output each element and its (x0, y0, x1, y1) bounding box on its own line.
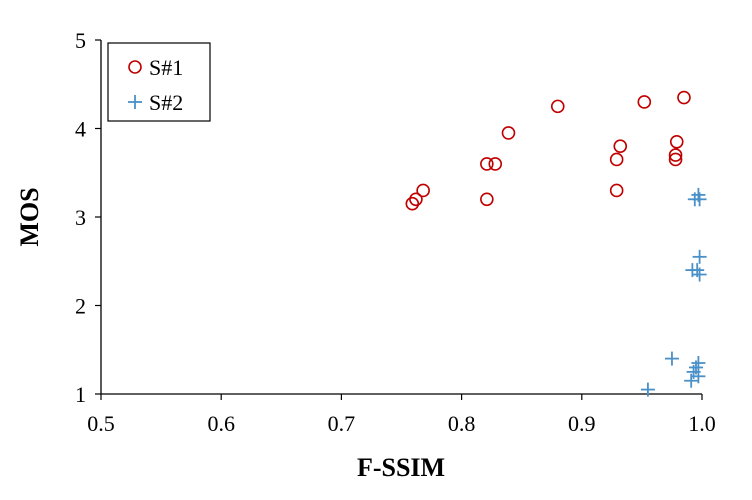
data-point-s1 (405, 196, 420, 211)
y-tick-label: 2 (75, 294, 86, 319)
legend-label-s1: S#1 (149, 55, 183, 80)
legend-box (107, 42, 211, 122)
data-point-s1 (609, 152, 624, 167)
data-point-s1 (409, 192, 423, 207)
data-point-s2 (664, 351, 679, 366)
x-tick-label: 0.7 (328, 411, 356, 436)
data-point-s2 (692, 267, 707, 282)
data-point-s1 (613, 139, 628, 153)
data-point-s1 (677, 90, 691, 105)
data-point-s1 (609, 183, 624, 198)
y-tick-label: 4 (75, 117, 86, 142)
data-point-s1 (480, 192, 494, 207)
data-point-s2 (684, 373, 699, 388)
data-point-s1 (416, 183, 430, 198)
x-tick-label: 0.8 (448, 411, 476, 436)
data-point-s2 (692, 249, 707, 264)
legend-label-s2: S#2 (149, 90, 183, 115)
data-point-s2 (640, 382, 655, 397)
data-point-s1 (501, 126, 516, 140)
data-point-s2 (691, 356, 706, 371)
data-markers (405, 90, 707, 397)
x-tick-label: 0.5 (87, 411, 115, 436)
data-point-s1 (480, 157, 494, 171)
y-tick-label: 1 (75, 382, 86, 407)
data-point-s1 (488, 157, 503, 171)
data-point-s1 (637, 95, 652, 109)
y-tick-label: 3 (75, 205, 86, 230)
data-point-s1 (669, 134, 684, 149)
legend-marker-s1 (128, 60, 142, 74)
data-point-s2 (691, 369, 706, 384)
x-tick-label: 1.0 (688, 411, 716, 436)
y-ticks: 1 2 3 4 5 (75, 28, 101, 407)
x-tick-label: 0.6 (207, 411, 235, 436)
x-axis-title: F-SSIM (357, 453, 445, 482)
legend: S#1 S#2 (107, 42, 211, 122)
data-point-s2 (692, 192, 707, 207)
data-point-s1 (668, 152, 683, 167)
x-tick-label: 0.9 (568, 411, 596, 436)
y-tick-label: 5 (75, 28, 86, 53)
x-ticks: 0.5 0.6 0.7 0.8 0.9 1.0 (87, 394, 716, 436)
data-point-s1 (550, 99, 565, 114)
legend-marker-s2 (128, 95, 142, 109)
y-axis-title: MOS (15, 187, 44, 246)
data-point-s1 (668, 148, 683, 162)
